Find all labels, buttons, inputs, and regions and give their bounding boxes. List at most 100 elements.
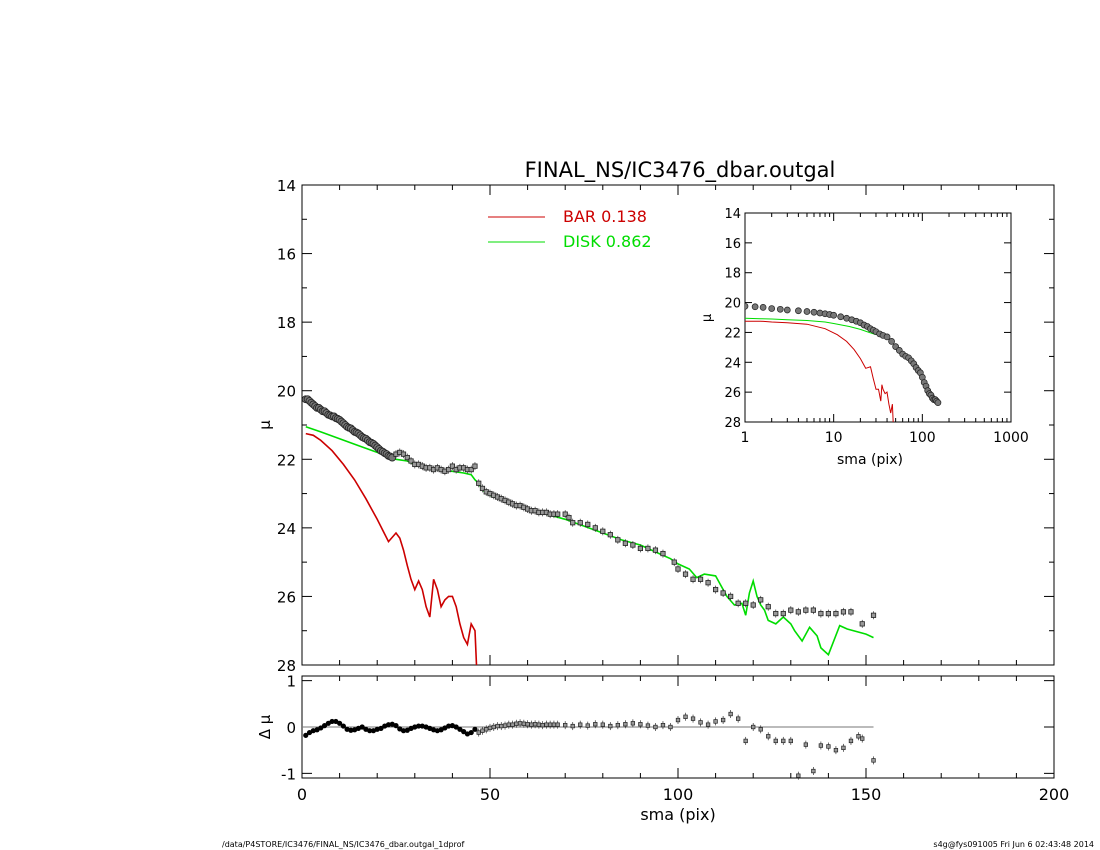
residual-point	[480, 728, 485, 733]
residual-point	[514, 721, 519, 726]
series-line-bar	[305, 432, 478, 665]
residual-point	[788, 738, 793, 744]
data-point	[592, 525, 598, 531]
data-point	[795, 609, 801, 615]
data-point	[728, 593, 734, 600]
data-point	[682, 571, 689, 577]
data-point	[660, 550, 666, 557]
residual-point-dense	[318, 725, 324, 731]
data-point	[468, 466, 474, 473]
residual-point	[743, 738, 748, 744]
data-point	[810, 607, 816, 613]
data-point	[825, 610, 832, 617]
inset-ytick-label: 18	[724, 267, 741, 282]
data-point	[600, 528, 606, 534]
residual-xtick-label: 100	[663, 785, 694, 804]
data-point	[773, 610, 779, 617]
residual-point	[728, 711, 733, 717]
residual-ytick-label: 1	[286, 673, 296, 691]
main-plot: 14 16 18 20 22 24 26 28 μ	[256, 177, 1055, 675]
residual-point	[860, 736, 865, 741]
inset-data-point	[759, 303, 767, 311]
legend-label-bar: BAR 0.138	[563, 207, 647, 226]
inset-data-point	[810, 308, 818, 316]
legend-label-disk: DISK 0.862	[563, 232, 652, 251]
residual-point	[638, 722, 643, 727]
inset-ytick-label: 22	[724, 326, 741, 341]
residual-point	[841, 745, 846, 751]
inset-plot: 14 16 18 20 22 24 26 281 10 100 1000 sma (pix) μ	[700, 207, 1029, 468]
residual-point	[615, 722, 620, 728]
residual-point	[570, 723, 575, 729]
residual-point	[811, 768, 816, 774]
footer-path: /data/P4STORE/IC3476/FINAL_NS/IC3476_dba…	[222, 840, 465, 849]
data-point	[472, 463, 478, 469]
main-ytick-label: 22	[277, 451, 296, 469]
data-point	[555, 511, 561, 517]
data-point	[758, 597, 764, 603]
chart-title: FINAL_NS/IC3476_dbar.outgal	[525, 158, 836, 183]
residual-point	[713, 719, 718, 724]
data-point	[476, 480, 482, 486]
residual-point-dense	[415, 723, 422, 729]
residual-point	[833, 748, 839, 753]
residual-point	[766, 734, 771, 739]
inset-data-point	[768, 305, 776, 312]
residual-point	[585, 723, 590, 728]
residual-point	[668, 724, 673, 730]
residual-ytick-label: -1	[281, 765, 296, 783]
data-point	[449, 463, 456, 469]
inset-data-point	[795, 307, 802, 315]
inset-data-point	[888, 338, 895, 345]
residual-point	[544, 722, 549, 727]
residual-point	[773, 738, 778, 744]
data-point	[562, 511, 568, 517]
residual-point	[578, 722, 583, 727]
data-point	[630, 542, 636, 548]
inset-data-point	[934, 399, 942, 406]
residual-point	[698, 720, 703, 725]
inset-line-disk	[745, 317, 877, 336]
inset-xtick-label: 1	[741, 430, 750, 446]
residual-point	[675, 717, 681, 723]
inset-data-point	[776, 305, 784, 313]
data-point	[735, 600, 741, 606]
residual-point	[600, 722, 605, 727]
inset-xlabel: sma (pix)	[837, 452, 903, 468]
data-point	[743, 600, 749, 606]
residual-point	[848, 738, 854, 744]
residual-point	[758, 727, 763, 732]
residual-point-dense	[321, 723, 328, 729]
residual-xtick-label: 150	[851, 785, 882, 804]
main-ytick-label: 14	[277, 177, 296, 195]
residual-point-dense	[378, 725, 384, 731]
inset-ytick-label: 28	[724, 416, 741, 431]
data-point	[645, 545, 651, 552]
residual-point	[540, 722, 545, 728]
residual-point	[563, 722, 568, 728]
data-point	[803, 607, 809, 613]
data-point	[570, 520, 576, 526]
inset-ytick-label: 24	[724, 356, 741, 371]
residual-point	[536, 722, 542, 727]
residual-xtick-label: 0	[297, 785, 307, 804]
data-point	[404, 454, 410, 461]
data-point	[408, 458, 414, 464]
data-point	[697, 576, 704, 582]
data-point	[859, 621, 865, 627]
residual-xtick-label: 200	[1039, 785, 1070, 804]
residual-point-dense	[457, 726, 463, 732]
main-ytick-label: 16	[277, 246, 296, 264]
residual-point	[532, 722, 538, 727]
residual-point	[856, 734, 861, 739]
data-point	[818, 610, 824, 617]
residual-point	[803, 742, 808, 747]
inset-ylabel: μ	[700, 314, 715, 322]
data-point	[788, 607, 794, 613]
residual-point	[502, 723, 508, 728]
main-ytick-label: 24	[277, 520, 296, 538]
footer-timestamp: s4g@fys091005 Fri Jun 6 02:43:48 2014	[933, 840, 1094, 849]
inset-data-point	[751, 303, 759, 311]
inset-xtick-label: 1000	[993, 430, 1029, 446]
